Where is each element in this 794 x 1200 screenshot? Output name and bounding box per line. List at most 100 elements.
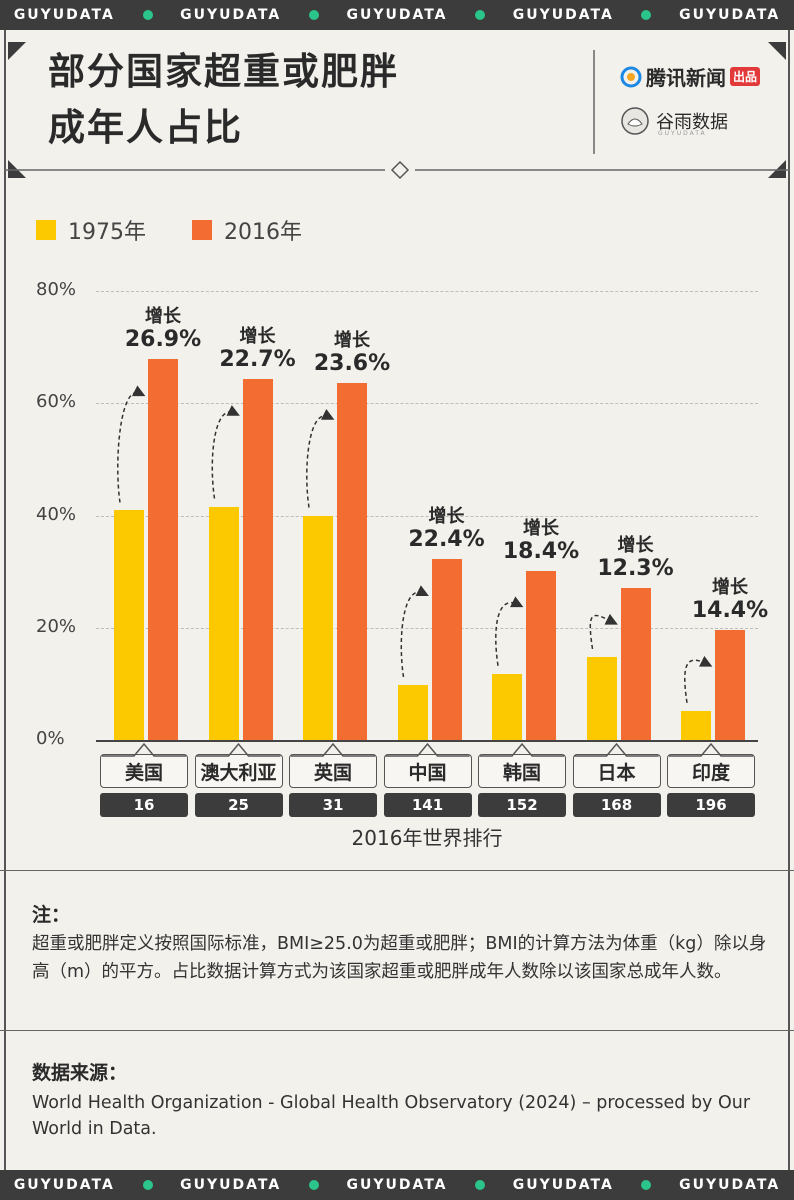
category-label: 美国 [100,754,188,788]
growth-label: 增长 [428,506,465,528]
growth-annotation: 增长 18.4% [496,518,586,565]
legend-swatch-1975 [36,220,56,240]
growth-annotation: 增长 14.4% [685,576,775,624]
bar-2016-0 [148,359,178,740]
bar-2016-5 [620,587,651,740]
growth-arrow [684,655,713,703]
gridline [96,291,758,292]
page-title: 部分国家超重或肥胖 成年人占比 [48,44,568,156]
frame-left-line [4,30,6,1170]
rank-caption: 2016年世界排行 [351,826,503,850]
tencent-logo-icon [620,66,642,87]
tencent-news-logo: 腾讯新闻 出品 [620,62,761,91]
gridline [96,627,758,629]
source-body: World Health Organization - Global Healt… [32,1093,751,1139]
rank-badge: 152 [478,793,566,817]
bar-1975-3 [397,684,428,740]
guyu-data-logo: 谷雨数据 GUYUDATA [620,106,728,137]
watermark-text: GUYUDATA [346,7,448,23]
bar-1975-0 [114,510,144,740]
growth-label: 增长 [712,576,748,598]
y-tick-label: 20% [36,615,77,637]
growth-value: 12.3% [597,555,674,581]
dot-icon [142,10,153,20]
y-tick-label: 60% [36,391,77,413]
dot-icon [475,1180,486,1190]
watermark-text: GUYUDATA [679,1177,781,1193]
x-axis-line [96,740,758,742]
legend-item-1975: 1975年 [36,214,146,246]
source-title: 数据来源： [32,1062,128,1084]
bar-1975-4 [492,673,522,740]
legend-label-1975: 1975年 [68,220,146,245]
bar-2016-3 [431,559,462,740]
growth-annotation: 增长 22.7% [213,327,303,373]
growth-value: 14.4% [691,597,769,623]
growth-arrow [400,585,429,678]
title-line-2: 成年人占比 [48,106,243,149]
notes-title: 注： [32,904,71,926]
bottom-watermark-band: GUYUDATA GUYUDATA GUYUDATA GUYUDATA GUYU… [0,1170,794,1200]
notes-body: 超重或肥胖定义按照国际标准，BMI≥25.0为超重或肥胖；BMI的计算方法为体重… [32,934,767,982]
bar-1975-6 [681,710,711,740]
watermark-text: GUYUDATA [180,1177,282,1193]
growth-label: 增长 [617,534,654,556]
header-corners [4,42,790,180]
bar-2016-4 [526,570,556,740]
guyu-logo-subtext: GUYUDATA [658,130,707,137]
growth-annotation: 增长 23.6% [307,331,397,377]
category-label: 英国 [289,754,377,788]
divider-notes-top [0,870,794,871]
dot-icon [641,1180,652,1190]
tencent-logo-text: 腾讯新闻 [646,66,726,90]
legend-label-2016: 2016年 [224,220,302,245]
watermark-text: GUYUDATA [679,7,781,23]
gridline [96,515,758,517]
divider-source-top [0,1030,794,1031]
watermark-text: GUYUDATA [346,1177,448,1193]
bar-1975-5 [586,656,617,740]
bar-2016-1 [242,379,273,740]
growth-label: 增长 [334,330,370,352]
rank-badge: 168 [572,793,661,817]
growth-value: 22.4% [408,527,485,553]
category-label: 日本 [572,754,661,788]
guyu-logo-icon [621,107,649,135]
growth-value: 18.4% [502,538,580,564]
rank-badge: 141 [383,793,472,817]
growth-value: 22.7% [219,347,296,373]
dot-icon [641,10,652,20]
bar-1975-2 [303,515,333,740]
tencent-logo-badge: 出品 [730,67,761,86]
watermark-text: GUYUDATA [512,7,614,23]
growth-label: 增长 [145,306,181,328]
y-tick-label: 40% [36,503,77,525]
watermark-text: GUYUDATA [13,1177,115,1193]
growth-arrow [589,613,618,650]
legend-swatch-2016 [192,220,212,240]
chart-legend: 1975年 2016年 [36,214,302,246]
guyu-logo-text: 谷雨数据 [656,112,728,133]
growth-annotation: 增长 12.3% [591,534,681,582]
y-tick-label: 80% [36,279,77,300]
rank-badge: 31 [289,793,377,817]
rank-badge: 196 [667,793,755,817]
growth-arrow [117,385,146,503]
growth-arrow [306,409,335,508]
dot-icon [142,1180,153,1190]
growth-value: 26.9% [124,327,202,353]
growth-annotation: 增长 26.9% [118,307,208,353]
gridline [96,403,758,405]
category-label: 印度 [667,754,755,788]
bar-2016-2 [337,383,367,740]
rank-badge: 16 [100,793,188,817]
growth-arrow [211,405,240,499]
y-tick-label: 0% [36,728,65,749]
growth-annotation: 增长 22.4% [402,507,492,553]
dot-icon [308,1180,319,1190]
category-label: 中国 [383,754,472,788]
bar-1975-1 [208,506,239,740]
category-label: 韩国 [478,754,566,788]
growth-arrow [495,596,524,666]
rank-badge: 25 [194,793,283,817]
